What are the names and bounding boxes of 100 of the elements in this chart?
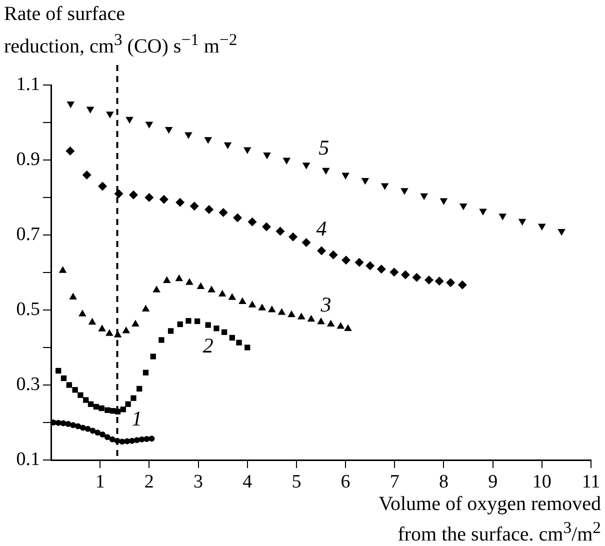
point xyxy=(168,328,174,334)
point xyxy=(224,142,232,150)
point xyxy=(322,168,330,175)
point xyxy=(66,382,72,388)
point xyxy=(236,340,242,346)
point xyxy=(158,337,164,343)
point xyxy=(186,278,194,285)
series-label: 1 xyxy=(132,406,142,431)
point xyxy=(176,198,185,207)
point xyxy=(459,204,468,210)
point xyxy=(70,422,76,428)
x-tick-label: 9 xyxy=(488,471,498,492)
x-tick-label: 8 xyxy=(438,471,448,492)
point xyxy=(276,226,285,236)
point xyxy=(328,250,338,260)
point xyxy=(136,386,142,392)
point xyxy=(106,329,114,336)
point xyxy=(72,387,78,393)
x-tick-label: 1 xyxy=(95,471,105,492)
point xyxy=(205,322,211,328)
point xyxy=(82,170,92,180)
point xyxy=(104,407,110,413)
point xyxy=(65,421,72,427)
point xyxy=(317,318,325,324)
point xyxy=(302,162,310,170)
y-axis-title: Rate of surface reduction, cm$^{3}$ (CO) s$^{−1}$ m$^{−2}$ xyxy=(4,2,238,60)
x-tick-label: 6 xyxy=(340,471,350,492)
point xyxy=(390,268,399,277)
point xyxy=(159,194,168,204)
point xyxy=(204,205,214,214)
point xyxy=(148,436,155,442)
point xyxy=(366,261,375,270)
x-tick-label: 10 xyxy=(532,471,552,492)
point xyxy=(218,290,226,296)
y-tick-label: 0.9 xyxy=(16,148,40,170)
x-tick-label: 3 xyxy=(194,471,204,492)
point xyxy=(88,401,94,407)
point xyxy=(175,274,184,282)
point xyxy=(120,406,126,412)
point xyxy=(263,152,271,160)
series-label: 2 xyxy=(202,334,214,358)
point xyxy=(69,292,77,300)
point xyxy=(458,280,467,290)
point xyxy=(190,202,199,211)
point xyxy=(152,286,160,292)
point xyxy=(518,218,526,226)
point xyxy=(94,430,101,436)
point xyxy=(278,308,286,315)
point xyxy=(194,318,200,324)
point xyxy=(128,190,138,200)
point xyxy=(204,137,212,144)
point xyxy=(60,375,67,382)
point xyxy=(344,324,352,331)
point xyxy=(104,434,110,440)
x-tick-label: 2 xyxy=(144,471,154,492)
point xyxy=(98,324,106,332)
point xyxy=(288,310,296,318)
point xyxy=(106,112,114,118)
point xyxy=(125,401,131,407)
point xyxy=(326,320,335,326)
point xyxy=(177,321,183,328)
point xyxy=(400,270,410,280)
y-tick-label: 0.1 xyxy=(16,448,40,470)
point xyxy=(297,312,306,320)
point xyxy=(55,420,62,426)
point xyxy=(420,193,428,200)
x-tick-label: 11 xyxy=(582,471,600,492)
point xyxy=(126,116,134,124)
point xyxy=(268,306,276,312)
point xyxy=(144,193,154,202)
point xyxy=(361,178,370,185)
point xyxy=(342,256,351,265)
x-axis-title: Volume of oxygen removed from the surface. cm$^{3}$/m$^{2}$ xyxy=(378,492,601,546)
point xyxy=(238,297,246,304)
series-label: 5 xyxy=(318,136,330,160)
x-tick-label: 4 xyxy=(242,471,253,492)
series-label: 4 xyxy=(316,216,328,240)
point xyxy=(434,276,444,286)
point xyxy=(78,310,86,316)
point xyxy=(98,182,108,191)
point xyxy=(134,437,140,444)
point xyxy=(479,208,487,216)
point xyxy=(412,272,422,282)
point xyxy=(498,214,507,220)
point xyxy=(380,183,389,190)
point xyxy=(244,344,250,350)
point xyxy=(56,368,62,374)
point xyxy=(342,172,350,180)
x-tick-label: 7 xyxy=(390,471,400,492)
point xyxy=(307,314,316,322)
point xyxy=(83,397,89,403)
point xyxy=(316,246,326,256)
point xyxy=(119,438,126,445)
point xyxy=(130,395,136,401)
point xyxy=(228,293,236,300)
point xyxy=(302,238,311,247)
point xyxy=(282,158,291,164)
point xyxy=(129,438,135,444)
point xyxy=(440,198,448,205)
point xyxy=(109,436,116,442)
